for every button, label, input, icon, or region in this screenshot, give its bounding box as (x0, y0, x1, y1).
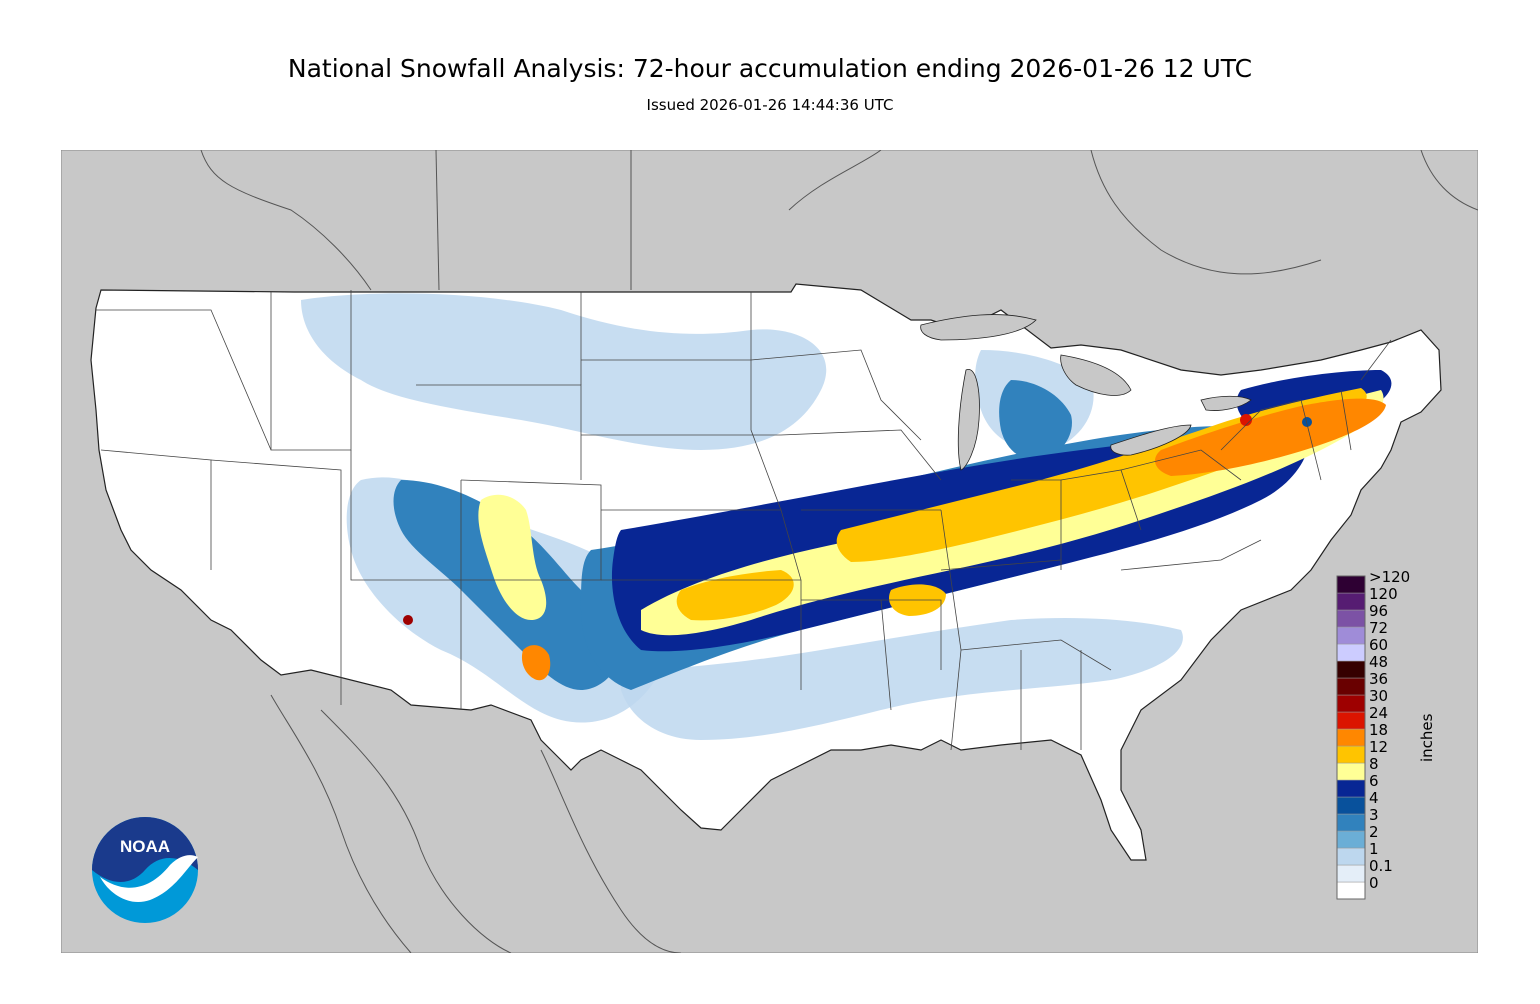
colorbar-tick-label: 24 (1369, 704, 1388, 722)
colorbar-tick-label: 3 (1369, 806, 1379, 824)
colorbar-swatch (1336, 626, 1366, 645)
colorbar-tick-label: 48 (1369, 653, 1388, 671)
colorbar-swatch (1336, 745, 1366, 764)
colorbar-swatch (1336, 575, 1366, 594)
colorbar-frame (1336, 575, 1366, 900)
colorbar-swatch (1336, 592, 1366, 611)
colorbar-swatch (1336, 762, 1366, 781)
logo-top-half (92, 817, 198, 883)
colorbar-swatch (1336, 847, 1366, 866)
colorbar-swatch (1336, 881, 1366, 900)
colorbar-tick-label: >120 (1369, 568, 1410, 586)
map-subtitle: Issued 2026-01-26 14:44:36 UTC (646, 96, 894, 114)
colorbar-tick-label: 6 (1369, 772, 1379, 790)
colorbar-tick-label: 96 (1369, 602, 1388, 620)
noaa-logo: NOAA (92, 817, 198, 923)
great-lakes (920, 314, 1252, 471)
neighbor-borders (200, 150, 1478, 953)
colorbar-tick-label: 8 (1369, 755, 1379, 773)
colorbar-swatch (1336, 796, 1366, 815)
colorbar-tick-label: 120 (1369, 585, 1398, 603)
colorbar-tick-label: 12 (1369, 738, 1388, 756)
colorbar-swatch (1336, 728, 1366, 747)
state-borders (96, 290, 1392, 751)
colorbar-swatch (1336, 609, 1366, 628)
colorbar-swatch (1336, 864, 1366, 883)
colorbar-swatch (1336, 677, 1366, 696)
colorbar-swatch (1336, 830, 1366, 849)
colorbar-swatch (1336, 694, 1366, 713)
colorbar-tick-label: 18 (1369, 721, 1388, 739)
colorbar-swatch (1336, 813, 1366, 832)
colorbar-swatch (1336, 779, 1366, 798)
colorbar-tick-label: 0.1 (1369, 857, 1393, 875)
logo-text: NOAA (120, 837, 170, 856)
colorbar-tick-label: 36 (1369, 670, 1388, 688)
colorbar-tick-label: 4 (1369, 789, 1379, 807)
colorbar-swatch (1336, 660, 1366, 679)
colorbar-tick-label: 60 (1369, 636, 1388, 654)
colorbar-tick-label: 30 (1369, 687, 1388, 705)
snowfall-shading (301, 293, 1392, 740)
colorbar-swatch (1336, 643, 1366, 662)
colorbar-tick-label: 1 (1369, 840, 1379, 858)
map-title: National Snowfall Analysis: 72-hour accu… (287, 54, 1253, 83)
colorbar-tick-label: 72 (1369, 619, 1388, 637)
colorbar-tick-label: 2 (1369, 823, 1379, 841)
colorbar-tick-label: 0 (1369, 874, 1379, 892)
logo-gull-icon (100, 855, 198, 903)
colorbar-swatch (1336, 711, 1366, 730)
colorbar-units-label: inches (1418, 713, 1436, 762)
